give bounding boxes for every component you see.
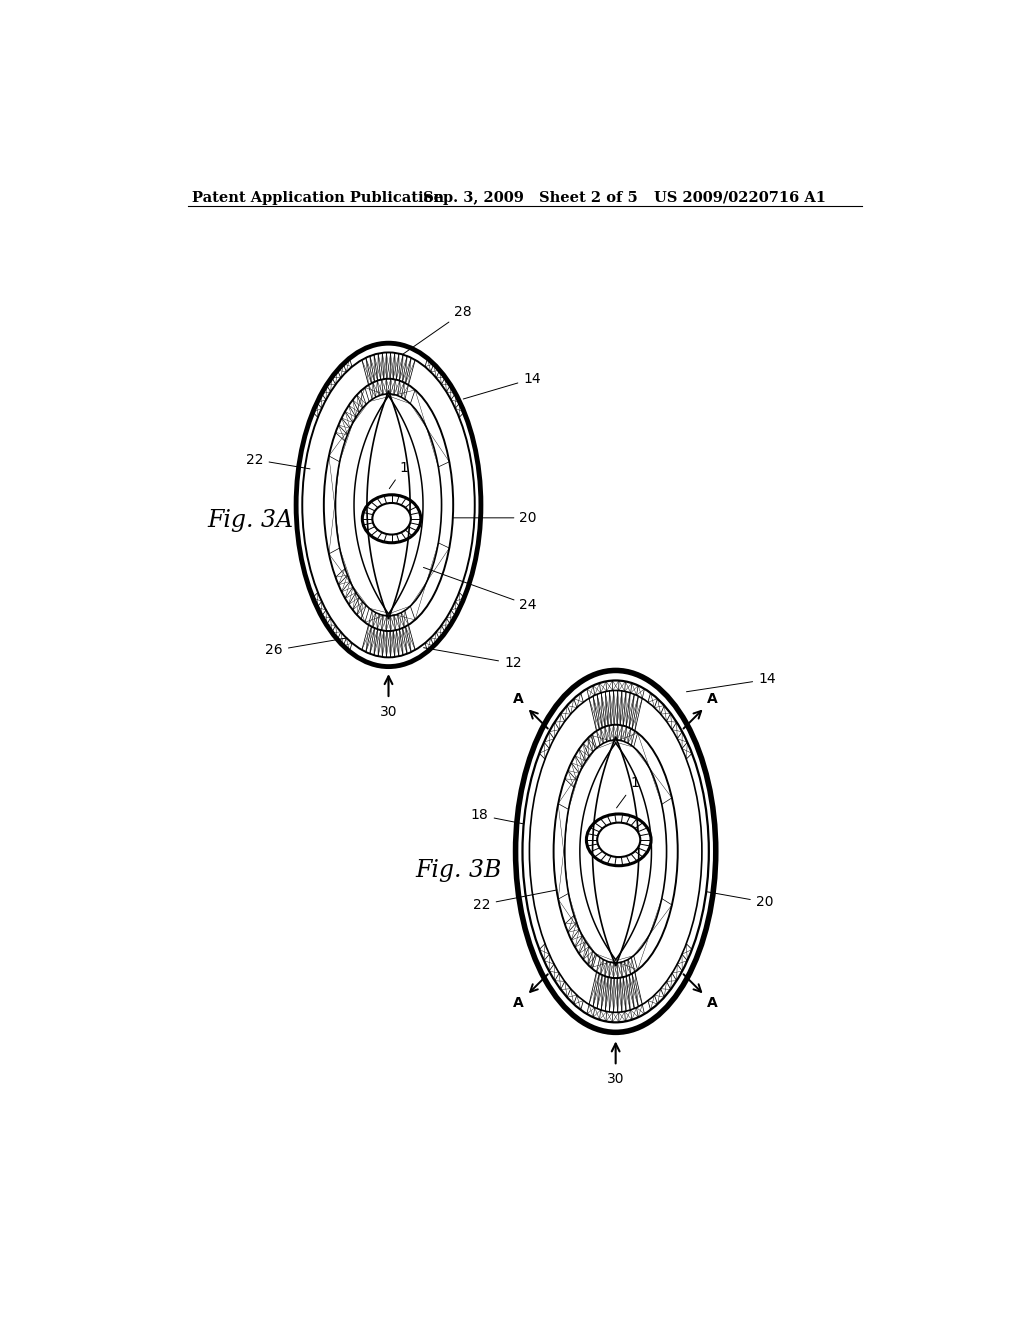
Text: 20: 20 bbox=[707, 892, 773, 909]
Text: A: A bbox=[513, 693, 524, 706]
Text: US 2009/0220716 A1: US 2009/0220716 A1 bbox=[654, 191, 826, 205]
Text: A: A bbox=[708, 693, 718, 706]
Text: 14: 14 bbox=[686, 672, 776, 692]
Text: A: A bbox=[708, 997, 718, 1010]
Text: 22: 22 bbox=[246, 453, 310, 469]
Text: 22: 22 bbox=[473, 890, 557, 912]
Text: 1: 1 bbox=[389, 461, 409, 488]
Ellipse shape bbox=[597, 822, 640, 857]
Text: Sep. 3, 2009: Sep. 3, 2009 bbox=[423, 191, 524, 205]
Text: 14: 14 bbox=[463, 372, 541, 399]
Text: 30: 30 bbox=[380, 705, 397, 719]
Text: Fig. 3B: Fig. 3B bbox=[416, 859, 502, 882]
Text: 24: 24 bbox=[424, 568, 537, 612]
Text: Fig. 3A: Fig. 3A bbox=[208, 508, 294, 532]
Text: Sheet 2 of 5: Sheet 2 of 5 bbox=[539, 191, 637, 205]
Text: 1: 1 bbox=[616, 776, 639, 808]
Ellipse shape bbox=[373, 503, 411, 535]
Text: 18: 18 bbox=[471, 808, 523, 824]
Text: 26: 26 bbox=[265, 638, 347, 657]
Text: A: A bbox=[513, 997, 524, 1010]
Text: 28: 28 bbox=[402, 305, 472, 355]
Text: Patent Application Publication: Patent Application Publication bbox=[193, 191, 444, 205]
Text: 20: 20 bbox=[453, 511, 537, 525]
Text: 12: 12 bbox=[424, 648, 521, 671]
Text: 30: 30 bbox=[607, 1072, 625, 1086]
